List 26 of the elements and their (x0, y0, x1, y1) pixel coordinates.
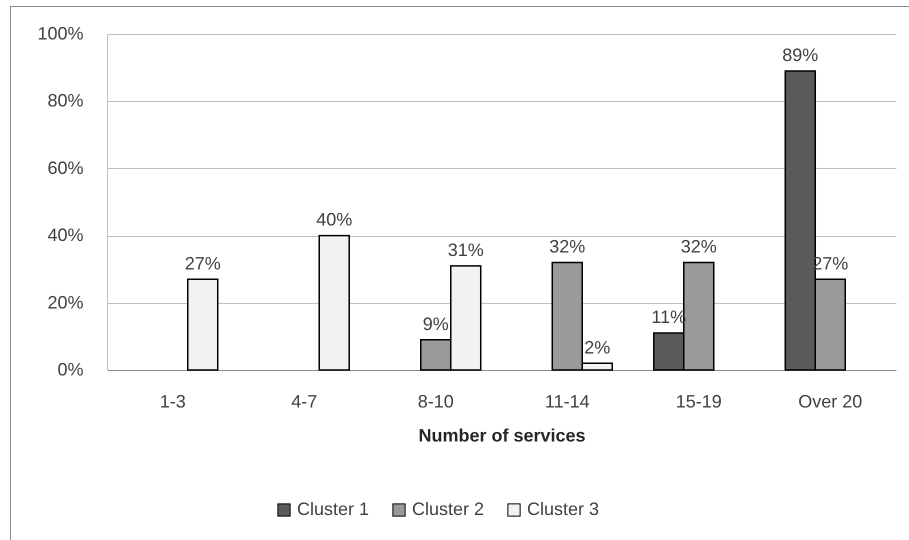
bar (186, 278, 218, 371)
x-axis-title: Number of services (418, 426, 586, 446)
data-label: 9% (422, 314, 449, 334)
y-tick-label: 0% (57, 360, 84, 380)
data-label: 32% (549, 236, 586, 256)
data-label: 32% (680, 236, 717, 256)
y-tick-label: 40% (47, 225, 84, 246)
legend-label: Cluster 1 (297, 499, 370, 519)
bar (318, 234, 350, 371)
legend-label: Cluster 3 (527, 499, 600, 519)
x-tick-label: 15-19 (676, 392, 722, 412)
legend-label: Cluster 2 (412, 499, 484, 519)
y-tick-label: 100% (37, 24, 84, 44)
y-tick-label: 20% (47, 292, 84, 312)
x-tick-label: 1-3 (160, 392, 186, 412)
y-tick-label: 80% (47, 90, 84, 111)
x-tick-label: 4-7 (291, 392, 318, 412)
data-label: 27% (184, 253, 221, 274)
data-label: 40% (316, 210, 352, 230)
data-label: 89% (782, 44, 818, 65)
x-tick-label: Over 20 (798, 392, 862, 412)
y-tick-label: 60% (47, 158, 84, 178)
data-label: 31% (448, 240, 484, 260)
x-tick-label: 8-10 (418, 392, 454, 412)
data-label: 2% (584, 337, 610, 358)
x-tick-label: 11-14 (544, 392, 590, 412)
